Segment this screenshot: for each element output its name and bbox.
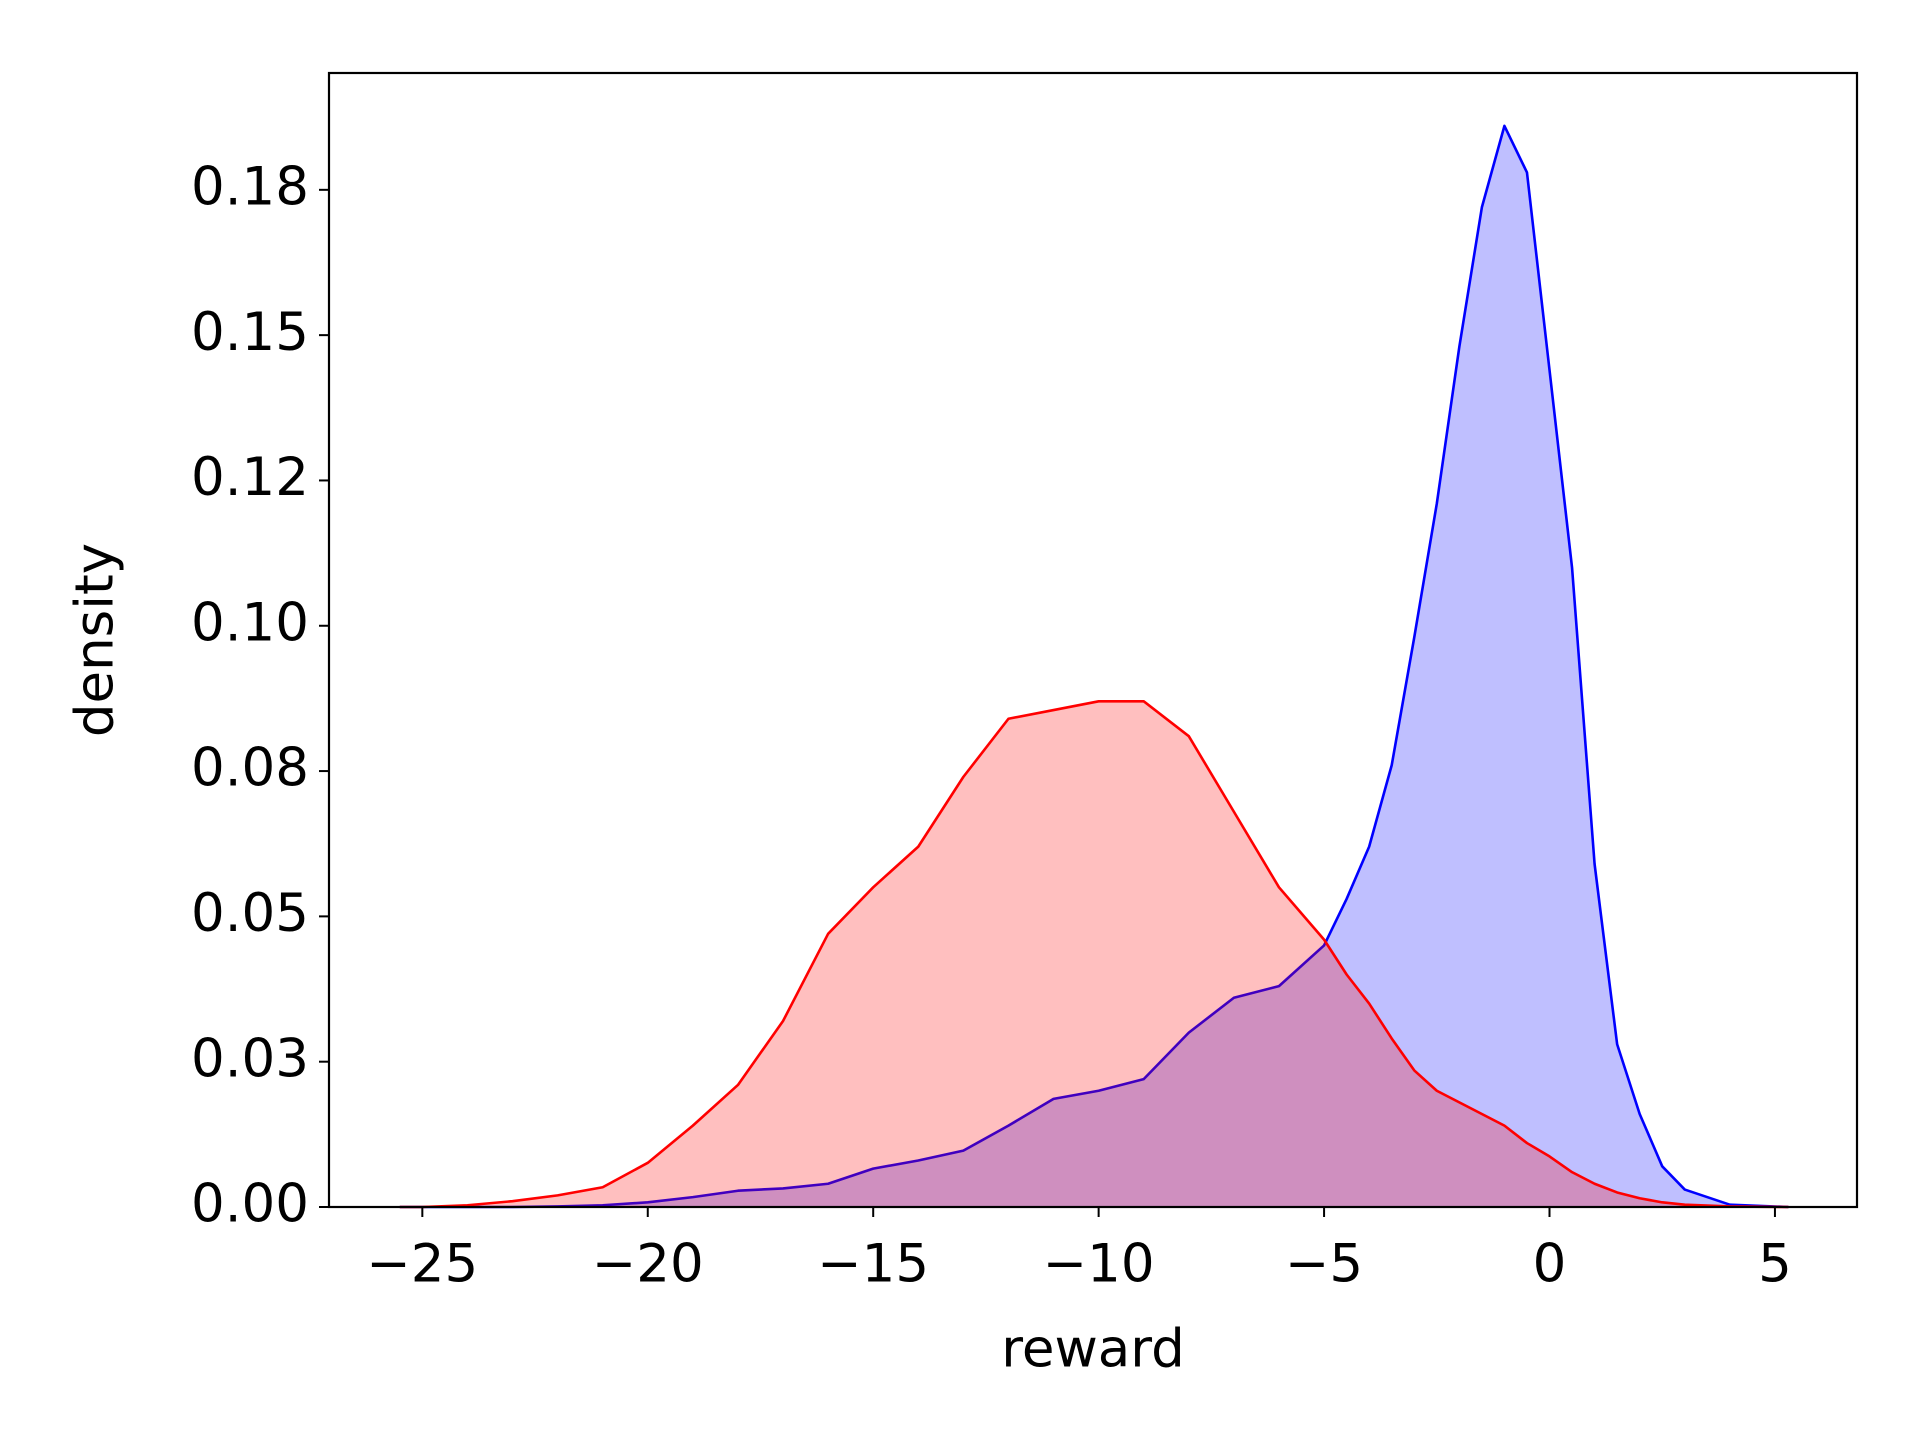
line [399, 124, 1789, 1209]
x-tick-label: −5 [1285, 1234, 1363, 1295]
y-tick-label: 0.00 [191, 1174, 309, 1235]
x-tick-label: −15 [817, 1234, 929, 1295]
y-tick-label: 0.08 [191, 738, 309, 799]
x-tick-label: −10 [1043, 1234, 1155, 1295]
x-tick-label: −25 [366, 1234, 478, 1295]
y-axis-label: density [65, 543, 126, 737]
y-tick-label: 0.15 [191, 302, 309, 363]
x-axis-label: reward [1001, 1319, 1185, 1380]
line [399, 700, 1789, 1209]
y-tick-label: 0.10 [191, 592, 309, 653]
x-tick-label: 5 [1758, 1234, 1792, 1295]
x-tick-label: 0 [1533, 1234, 1567, 1295]
y-tick-label: 0.03 [191, 1028, 309, 1089]
area-fill [399, 701, 1789, 1207]
y-tick-label: 0.05 [191, 883, 309, 944]
plot-area [399, 124, 1789, 1209]
axes-frame [327, 71, 1859, 1209]
y-tick-label: 0.18 [191, 156, 309, 217]
x-tick-label: −20 [592, 1234, 704, 1295]
y-tick-label: 0.12 [191, 447, 309, 508]
area-fill [399, 125, 1789, 1207]
